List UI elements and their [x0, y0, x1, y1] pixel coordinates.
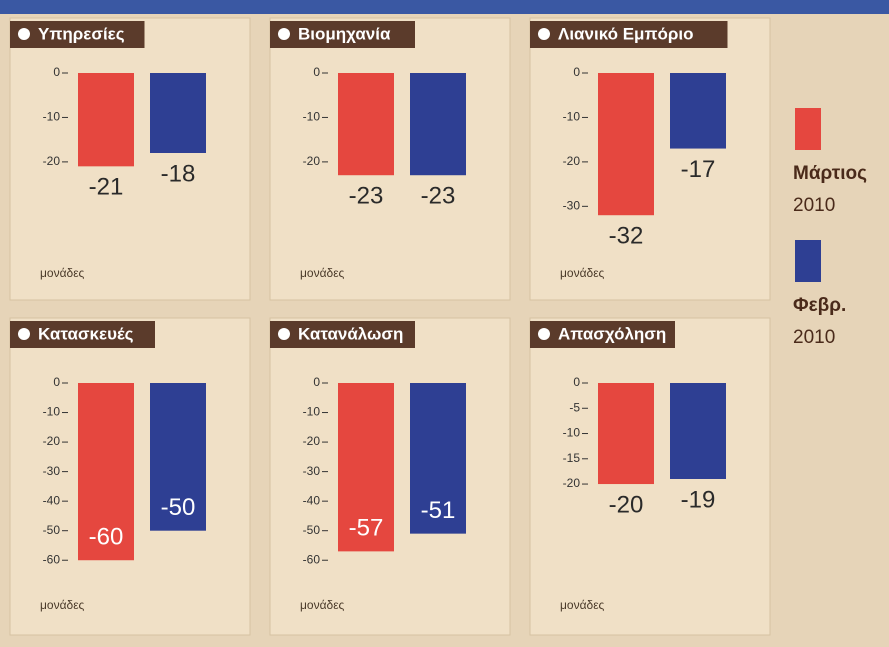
- y-tick-label: 0: [573, 65, 580, 79]
- value-label: -50: [161, 494, 196, 521]
- legend-year: 2010: [793, 327, 835, 348]
- chart-title: Υπηρεσίες: [38, 24, 125, 43]
- title-dot: [538, 328, 550, 340]
- y-tick-label: -50: [43, 523, 61, 537]
- value-label: -19: [681, 486, 716, 513]
- y-tick-label: 0: [53, 65, 60, 79]
- unit-label: μονάδες: [300, 266, 345, 280]
- y-tick-label: -20: [563, 476, 581, 490]
- bar: [338, 73, 394, 176]
- y-tick-label: -30: [303, 464, 321, 478]
- y-tick-label: 0: [573, 375, 580, 389]
- title-dot: [538, 28, 550, 40]
- chart-title: Κατανάλωση: [298, 324, 403, 343]
- value-label: -32: [609, 223, 644, 250]
- legend: Μάρτιος 2010 Φεβρ. 2010: [793, 108, 867, 348]
- title-dot: [278, 328, 290, 340]
- title-band: [270, 321, 415, 348]
- bar: [598, 383, 654, 485]
- bar: [338, 383, 394, 552]
- y-tick-label: -10: [563, 110, 581, 124]
- bar: [150, 383, 206, 531]
- y-tick-label: -30: [563, 199, 581, 213]
- legend-name: Μάρτιος: [793, 163, 867, 184]
- y-tick-label: 0: [313, 65, 320, 79]
- title-band: [530, 21, 728, 48]
- y-tick-label: -10: [43, 110, 61, 124]
- value-label: -23: [349, 183, 384, 210]
- chart-title: Κατασκευές: [38, 324, 134, 343]
- bar: [598, 73, 654, 216]
- value-label: -60: [89, 524, 124, 551]
- bar: [78, 73, 134, 167]
- bar: [78, 383, 134, 561]
- y-tick-label: -20: [303, 434, 321, 448]
- value-label: -51: [421, 497, 456, 524]
- chart-title: Βιομηχανία: [298, 24, 391, 43]
- y-tick-label: -20: [43, 434, 61, 448]
- title-band: [10, 21, 145, 48]
- bar: [150, 73, 206, 153]
- value-label: -18: [161, 160, 196, 187]
- title-dot: [278, 28, 290, 40]
- unit-label: μονάδες: [560, 266, 605, 280]
- y-tick-label: -40: [303, 493, 321, 507]
- y-tick-label: -10: [43, 405, 61, 419]
- y-tick-label: -50: [303, 523, 321, 537]
- y-tick-label: -40: [43, 493, 61, 507]
- y-tick-label: -10: [303, 405, 321, 419]
- unit-label: μονάδες: [40, 266, 85, 280]
- y-tick-label: -5: [569, 400, 580, 414]
- legend-year: 2010: [793, 195, 835, 216]
- y-tick-label: -15: [563, 451, 581, 465]
- y-tick-label: -20: [563, 154, 581, 168]
- value-label: -21: [89, 174, 124, 201]
- top-strip: [0, 0, 889, 14]
- y-tick-label: -60: [303, 552, 321, 566]
- title-dot: [18, 328, 30, 340]
- legend-swatch: [795, 108, 821, 150]
- title-band: [530, 321, 675, 348]
- title-dot: [18, 28, 30, 40]
- chart-title: Απασχόληση: [558, 324, 666, 343]
- unit-label: μονάδες: [40, 598, 85, 612]
- title-band: [270, 21, 415, 48]
- legend-swatch: [795, 240, 821, 282]
- unit-label: μονάδες: [560, 598, 605, 612]
- chart-title: Λιανικό Εμπόριο: [558, 24, 693, 43]
- bar: [670, 383, 726, 479]
- bar: [410, 73, 466, 176]
- y-tick-label: -30: [43, 464, 61, 478]
- bar: [410, 383, 466, 534]
- y-tick-label: 0: [313, 375, 320, 389]
- bar: [670, 73, 726, 149]
- y-tick-label: 0: [53, 375, 60, 389]
- title-band: [10, 321, 155, 348]
- value-label: -23: [421, 183, 456, 210]
- y-tick-label: -60: [43, 552, 61, 566]
- value-label: -20: [609, 491, 644, 518]
- value-label: -57: [349, 515, 384, 542]
- legend-name: Φεβρ.: [793, 295, 846, 316]
- y-tick-label: -20: [303, 154, 321, 168]
- value-label: -17: [681, 156, 716, 183]
- y-tick-label: -20: [43, 154, 61, 168]
- y-tick-label: -10: [563, 426, 581, 440]
- y-tick-label: -10: [303, 110, 321, 124]
- unit-label: μονάδες: [300, 598, 345, 612]
